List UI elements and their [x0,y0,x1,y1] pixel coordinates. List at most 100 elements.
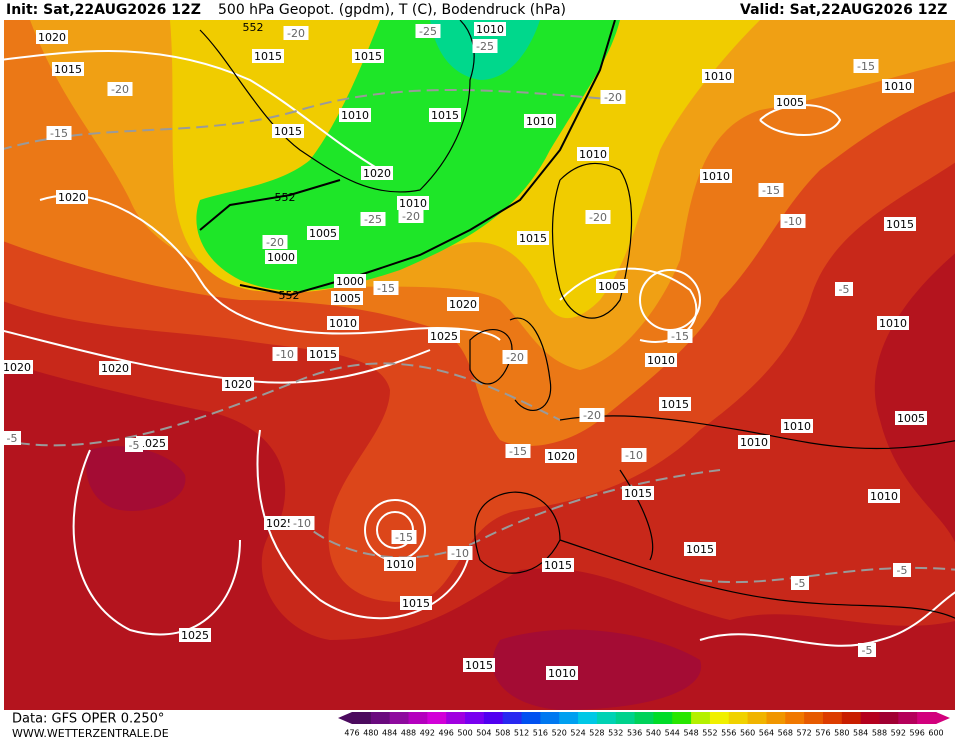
pressure-label: 1020 [101,362,129,375]
pressure-label: 1020 [224,378,252,391]
pressure-label: 1005 [897,412,925,425]
colorbar-label: 600 [928,729,943,738]
pressure-label: 1015 [431,109,459,122]
pressure-label-box [882,79,914,93]
colorbar-label: 548 [683,729,698,738]
temperature-label-box [262,235,288,249]
temperature-label-box [398,209,424,223]
temperature-label: -10 [293,517,311,530]
colorbar-bin [709,712,730,724]
pressure-label-box [702,69,734,83]
temperature-label-box [791,576,809,590]
pressure-label: 1015 [402,597,430,610]
pressure-label-box [339,108,371,122]
colorbar-bin [804,712,824,724]
isotherms [4,89,955,583]
pressure-label-box [331,291,363,305]
pressure-label-box [99,361,131,375]
pressure-label-box [542,558,574,572]
temperature-label: -15 [377,282,395,295]
temperature-label-box [415,24,441,38]
pressure-label: 1010 [647,354,675,367]
temperature-label: -15 [762,184,780,197]
temperature-label-box [360,212,386,226]
temperature-label: -20 [589,211,607,224]
pressure-label: 1020 [449,298,477,311]
pressure-label: 1015 [544,559,572,572]
field-548 [196,20,621,291]
temperature-label-box [289,516,315,530]
height-label: 552 [243,21,264,34]
colorbar-bin [578,712,598,724]
pressure-label-box [738,435,770,449]
pressure-label-box [264,516,296,530]
pressure-label-box [252,49,284,63]
colorbar-label: 572 [796,729,811,738]
pressure-label: 1010 [579,148,607,161]
temperature-label: -10 [276,348,294,361]
temperature-label: -20 [266,236,284,249]
pressure-label-box [334,274,366,288]
colorbar-bin [634,712,654,724]
pressure-label-box [868,489,900,503]
pressure-label: 1020 [547,450,575,463]
temperature-label: -5 [897,564,908,577]
colorbar-bin [653,712,673,724]
pressure-label: 1020 [58,191,86,204]
pressure-label: 1010 [702,170,730,183]
pressure-label-box [546,666,578,680]
pressure-label-box [884,217,916,231]
pressure-label-box [1,360,33,374]
map-title: 500 hPa Geopot. (gpdm), T (C), Bodendruc… [218,2,566,18]
temperature-label: -15 [671,330,689,343]
pressure-label: 1020 [38,31,66,44]
pressure-label: 1010 [386,558,414,571]
pressure-label-box [545,449,577,463]
552-contour-east [239,20,616,297]
pressure-label: 1010 [870,490,898,503]
colorbar-bin [672,712,692,724]
pressure-label-box [645,353,677,367]
pressure-label-box [684,542,716,556]
pressure-label-box [474,22,506,36]
pressure-label: 1010 [329,317,357,330]
pressure-label: 1000 [267,251,295,264]
pressure-label-box [272,124,304,138]
pressure-label-box [136,436,168,450]
pressure-label-box [622,486,654,500]
temperature-label-box [780,214,806,228]
pressure-label-box [52,62,84,76]
colorbar-label: 488 [401,729,416,738]
temperature-label: -20 [583,409,601,422]
pressure-label-box [361,166,393,180]
pressure-label: 1015 [354,50,382,63]
temperature-label-box [502,350,528,364]
colorbar-label: 576 [815,729,830,738]
colorbar-label: 508 [495,729,510,738]
pressure-label-box [397,196,429,210]
colorbar-label: 500 [457,729,472,738]
temperature-label: -25 [476,40,494,53]
pressure-label-box [400,596,432,610]
colorbar-bin [408,712,428,724]
temperature-label-box [391,530,417,544]
pressure-label-box [327,316,359,330]
colorbar-label: 484 [382,729,397,738]
pressure-label-box [429,108,461,122]
pressure-label: 1015 [465,659,493,672]
map: 1020 1015 1015 1015 1010 1010 1005 1010 1015 1010… [1,20,955,710]
colorbar-label: 584 [853,729,868,738]
colorbar-label: 556 [721,729,736,738]
field-596-south [492,629,702,710]
colorbar-label: 524 [570,729,585,738]
temperature-label: -5 [839,283,850,296]
temperature-label: -5 [7,432,18,445]
colorbar-label: 560 [740,729,755,738]
colorbar-bin [785,712,805,724]
pressure-label: 1005 [598,280,626,293]
colorbar-label: 504 [476,729,491,738]
pressure-label: 1010 [341,109,369,122]
colorbar-bin [879,712,899,724]
temperature-label: -10 [625,449,643,462]
colorbar-bin [352,712,372,724]
